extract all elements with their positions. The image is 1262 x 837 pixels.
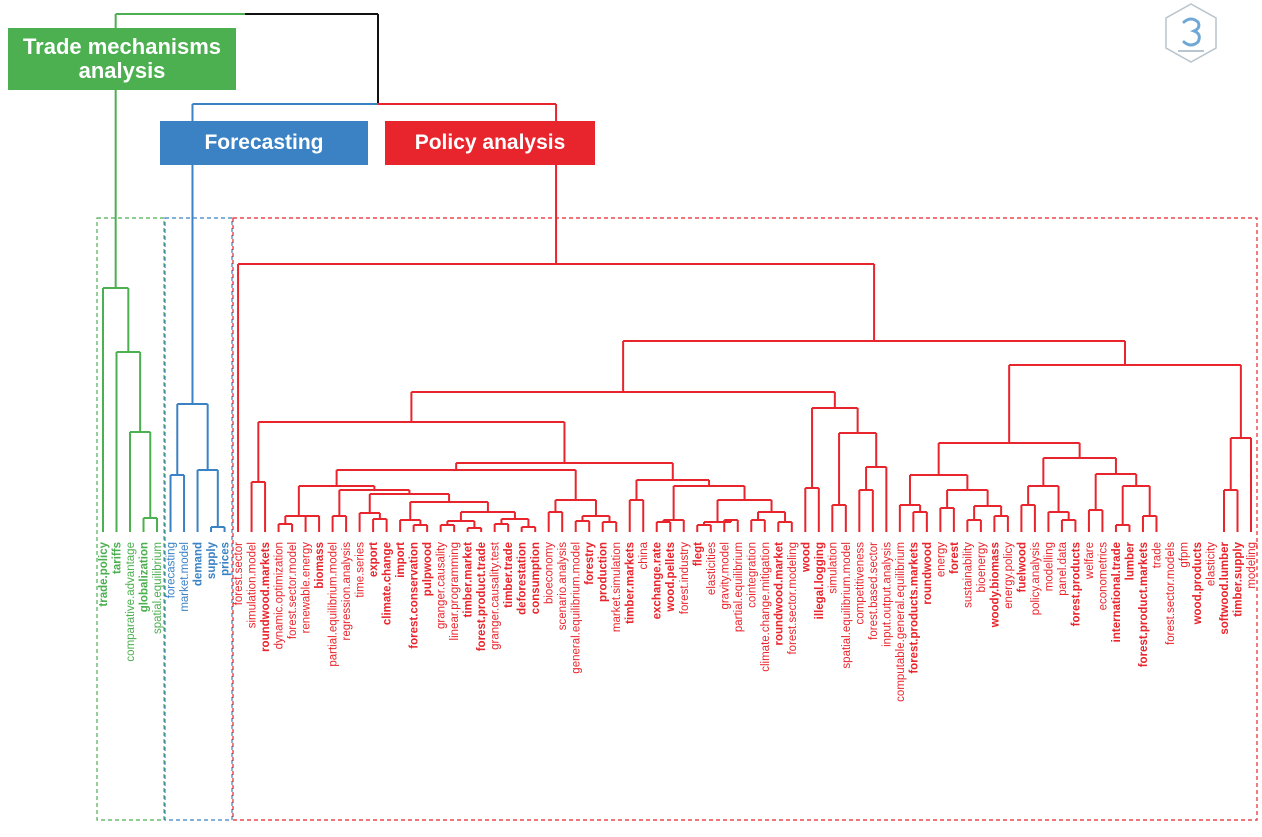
leaf-label: bioeconomy <box>544 542 556 604</box>
leaf-label: energy <box>935 542 947 577</box>
leaf-label: deforestation <box>517 542 529 615</box>
leaf-label: illegal.logging <box>814 542 826 619</box>
leaf-label: forest.sector.modeling <box>787 542 799 655</box>
cluster-label-forecasting: Forecasting <box>160 121 368 165</box>
leaf-label: econometrics <box>1097 542 1109 611</box>
leaf-label: bioenergy <box>976 542 988 593</box>
leaf-label: timber.markets <box>625 542 637 624</box>
leaf-label: wood <box>800 542 812 573</box>
leaf-label: globalization <box>139 542 151 612</box>
leaf-label: gfpm <box>1178 542 1190 568</box>
leaf-label: dynamic.optimization <box>274 542 286 649</box>
leaf-label: tariffs <box>112 542 124 574</box>
leaf-label: input.output.analysis <box>881 542 893 647</box>
leaf-label: wood.products <box>1192 542 1204 625</box>
leaf-label: forestry <box>584 541 596 584</box>
leaf-label: roundwood.markets <box>260 542 272 652</box>
leaf-label: forest.sector.model <box>287 542 299 639</box>
leaf-label: timber.trade <box>503 542 515 608</box>
leaf-label: granger.causality.test <box>490 541 502 650</box>
leaf-label: forest.product.trade <box>476 542 488 651</box>
leaf-label: sustainability <box>962 542 974 608</box>
leaf-label: import <box>395 542 407 578</box>
leaf-label: market.model <box>179 542 191 612</box>
leaf-label: softwood.lumber <box>1219 541 1231 634</box>
leaf-label: elasticities <box>706 542 718 595</box>
leaf-label: forest.products <box>1070 542 1082 626</box>
leaf-label: linear.programming <box>449 542 461 640</box>
leaf-label: regression.analysis <box>341 542 353 641</box>
leaf-label: panel.data <box>1057 541 1069 595</box>
leaf-label: forest.sector <box>233 542 245 605</box>
leaf-label: demand <box>193 542 205 586</box>
leaf-label: forecasting <box>166 542 178 598</box>
leaf-label: timber.supply <box>1232 541 1244 616</box>
leaf-label: simulation.model <box>247 542 259 628</box>
leaf-label: policy.analysis <box>1030 542 1042 616</box>
leaf-label: welfare <box>1084 542 1096 580</box>
leaf-label: general.equilibrium.model <box>571 542 583 674</box>
hexagon-logo-icon <box>1165 3 1217 63</box>
cluster-frame-forecast <box>164 217 233 821</box>
leaf-label: china <box>638 541 650 569</box>
leaf-label: energy.policy <box>1003 542 1015 609</box>
leaf-label: wood.pellets <box>665 542 677 613</box>
leaf-label: fuelwood <box>1016 542 1028 592</box>
leaf-label: market.simulation <box>611 542 623 632</box>
leaf-label: forest.products.markets <box>908 542 920 674</box>
cluster-label-trade-mechanisms: Trade mechanisms analysis <box>8 28 236 90</box>
leaf-label: pulpwood <box>422 542 434 596</box>
leaf-label: exchange.rate <box>652 542 664 619</box>
leaf-label: partial.equilibrium <box>733 542 745 632</box>
leaf-label: spatial.equilibrium.model <box>841 542 853 669</box>
leaf-label: forest.based.sector <box>868 542 880 640</box>
leaf-label: granger.causality <box>436 542 448 629</box>
leaf-label: trade <box>1151 542 1163 568</box>
leaf-label: consumption <box>530 542 542 614</box>
leaf-label: spatial.equilibrium <box>152 542 164 634</box>
leaf-label: trade.policy <box>98 541 110 606</box>
leaf-label: forest.conservation <box>409 542 421 649</box>
leaf-label: renewable.energy <box>301 542 313 634</box>
leaf-label: roundwood <box>922 542 934 605</box>
leaf-label: comparative.advantage <box>125 542 137 662</box>
leaf-label: forest.sector.models <box>1165 542 1177 645</box>
leaf-label: gravity.model <box>719 542 731 610</box>
leaf-label: simulation <box>827 542 839 594</box>
cluster-label-policy-analysis: Policy analysis <box>385 121 595 165</box>
leaf-label: production <box>598 542 610 602</box>
leaf-label: biomass <box>314 542 326 589</box>
leaf-label: timber.market <box>463 542 475 618</box>
leaf-label: scenario.analysis <box>557 542 569 630</box>
leaf-label: export <box>368 542 380 577</box>
leaf-label: lumber <box>1124 541 1136 580</box>
leaf-label: cointegration <box>746 542 758 608</box>
leaf-label: climate.change <box>382 542 394 625</box>
leaf-label: time.series <box>355 542 367 598</box>
leaf-label: prices <box>220 542 232 576</box>
leaf-label: modeling <box>1246 542 1258 589</box>
leaf-label: international.trade <box>1111 542 1123 642</box>
leaf-label: forest.product.markets <box>1138 542 1150 667</box>
leaf-label: climate.change.mitigation <box>760 542 772 672</box>
leaf-label: modelling <box>1043 542 1055 591</box>
leaf-label: supply <box>206 541 218 579</box>
leaf-label: elasticity <box>1205 542 1217 586</box>
leaf-label: competitiveness <box>854 542 866 625</box>
leaf-label: roundwood.market <box>773 542 785 646</box>
leaf-label: flegt <box>692 542 704 566</box>
leaf-label: woody.biomass <box>989 542 1001 628</box>
leaf-label: partial.equilibrium.model <box>328 542 340 667</box>
leaf-label: forest.industry <box>679 542 691 614</box>
leaf-label: forest <box>949 542 961 574</box>
cluster-frame-trade <box>96 217 165 821</box>
leaf-label: computable.general.equilibrium <box>895 542 907 702</box>
cluster-frame-policy <box>232 217 1258 821</box>
